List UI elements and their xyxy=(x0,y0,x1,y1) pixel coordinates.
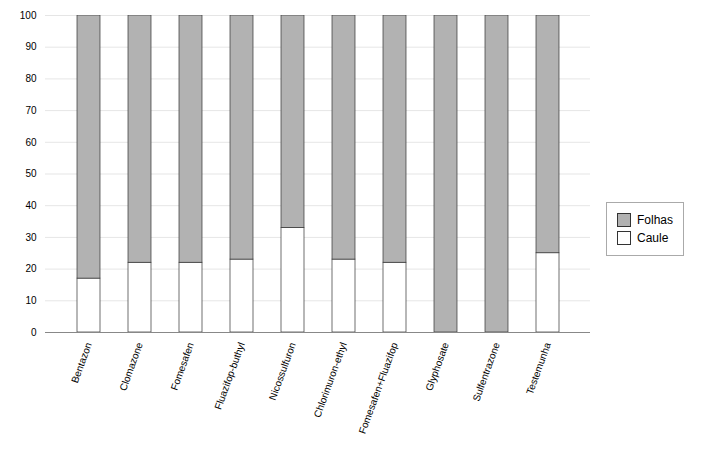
svg-text:Sulfentrazone: Sulfentrazone xyxy=(470,340,502,402)
svg-text:Fomesafen: Fomesafen xyxy=(168,341,195,392)
svg-text:Chlorimuron-ethyl: Chlorimuron-ethyl xyxy=(312,341,349,419)
svg-text:Fomesafen+Fluazifop: Fomesafen+Fluazifop xyxy=(357,340,400,435)
svg-text:Fluazifop-buthyl: Fluazifop-buthyl xyxy=(212,341,246,411)
svg-text:30: 30 xyxy=(25,232,37,243)
svg-text:100: 100 xyxy=(20,10,37,21)
svg-text:10: 10 xyxy=(25,295,37,306)
svg-text:Nicossulfuron: Nicossulfuron xyxy=(267,341,298,402)
svg-text:40: 40 xyxy=(25,200,37,211)
svg-text:Bentazon: Bentazon xyxy=(69,341,94,384)
svg-text:Glyphosate: Glyphosate xyxy=(423,340,451,392)
svg-text:Testemunha: Testemunha xyxy=(524,340,553,395)
svg-text:20: 20 xyxy=(25,263,37,274)
html-text:Caule: Caule xyxy=(637,230,669,245)
svg-text:80: 80 xyxy=(25,73,37,84)
svg-text:70: 70 xyxy=(25,105,37,116)
html-text:Folhas: Folhas xyxy=(637,212,673,227)
svg-text:60: 60 xyxy=(25,137,37,148)
svg-text:Clomazone: Clomazone xyxy=(117,340,145,392)
svg-text:90: 90 xyxy=(25,41,37,52)
svg-text:0: 0 xyxy=(31,327,37,338)
svg-text:50: 50 xyxy=(25,168,37,179)
